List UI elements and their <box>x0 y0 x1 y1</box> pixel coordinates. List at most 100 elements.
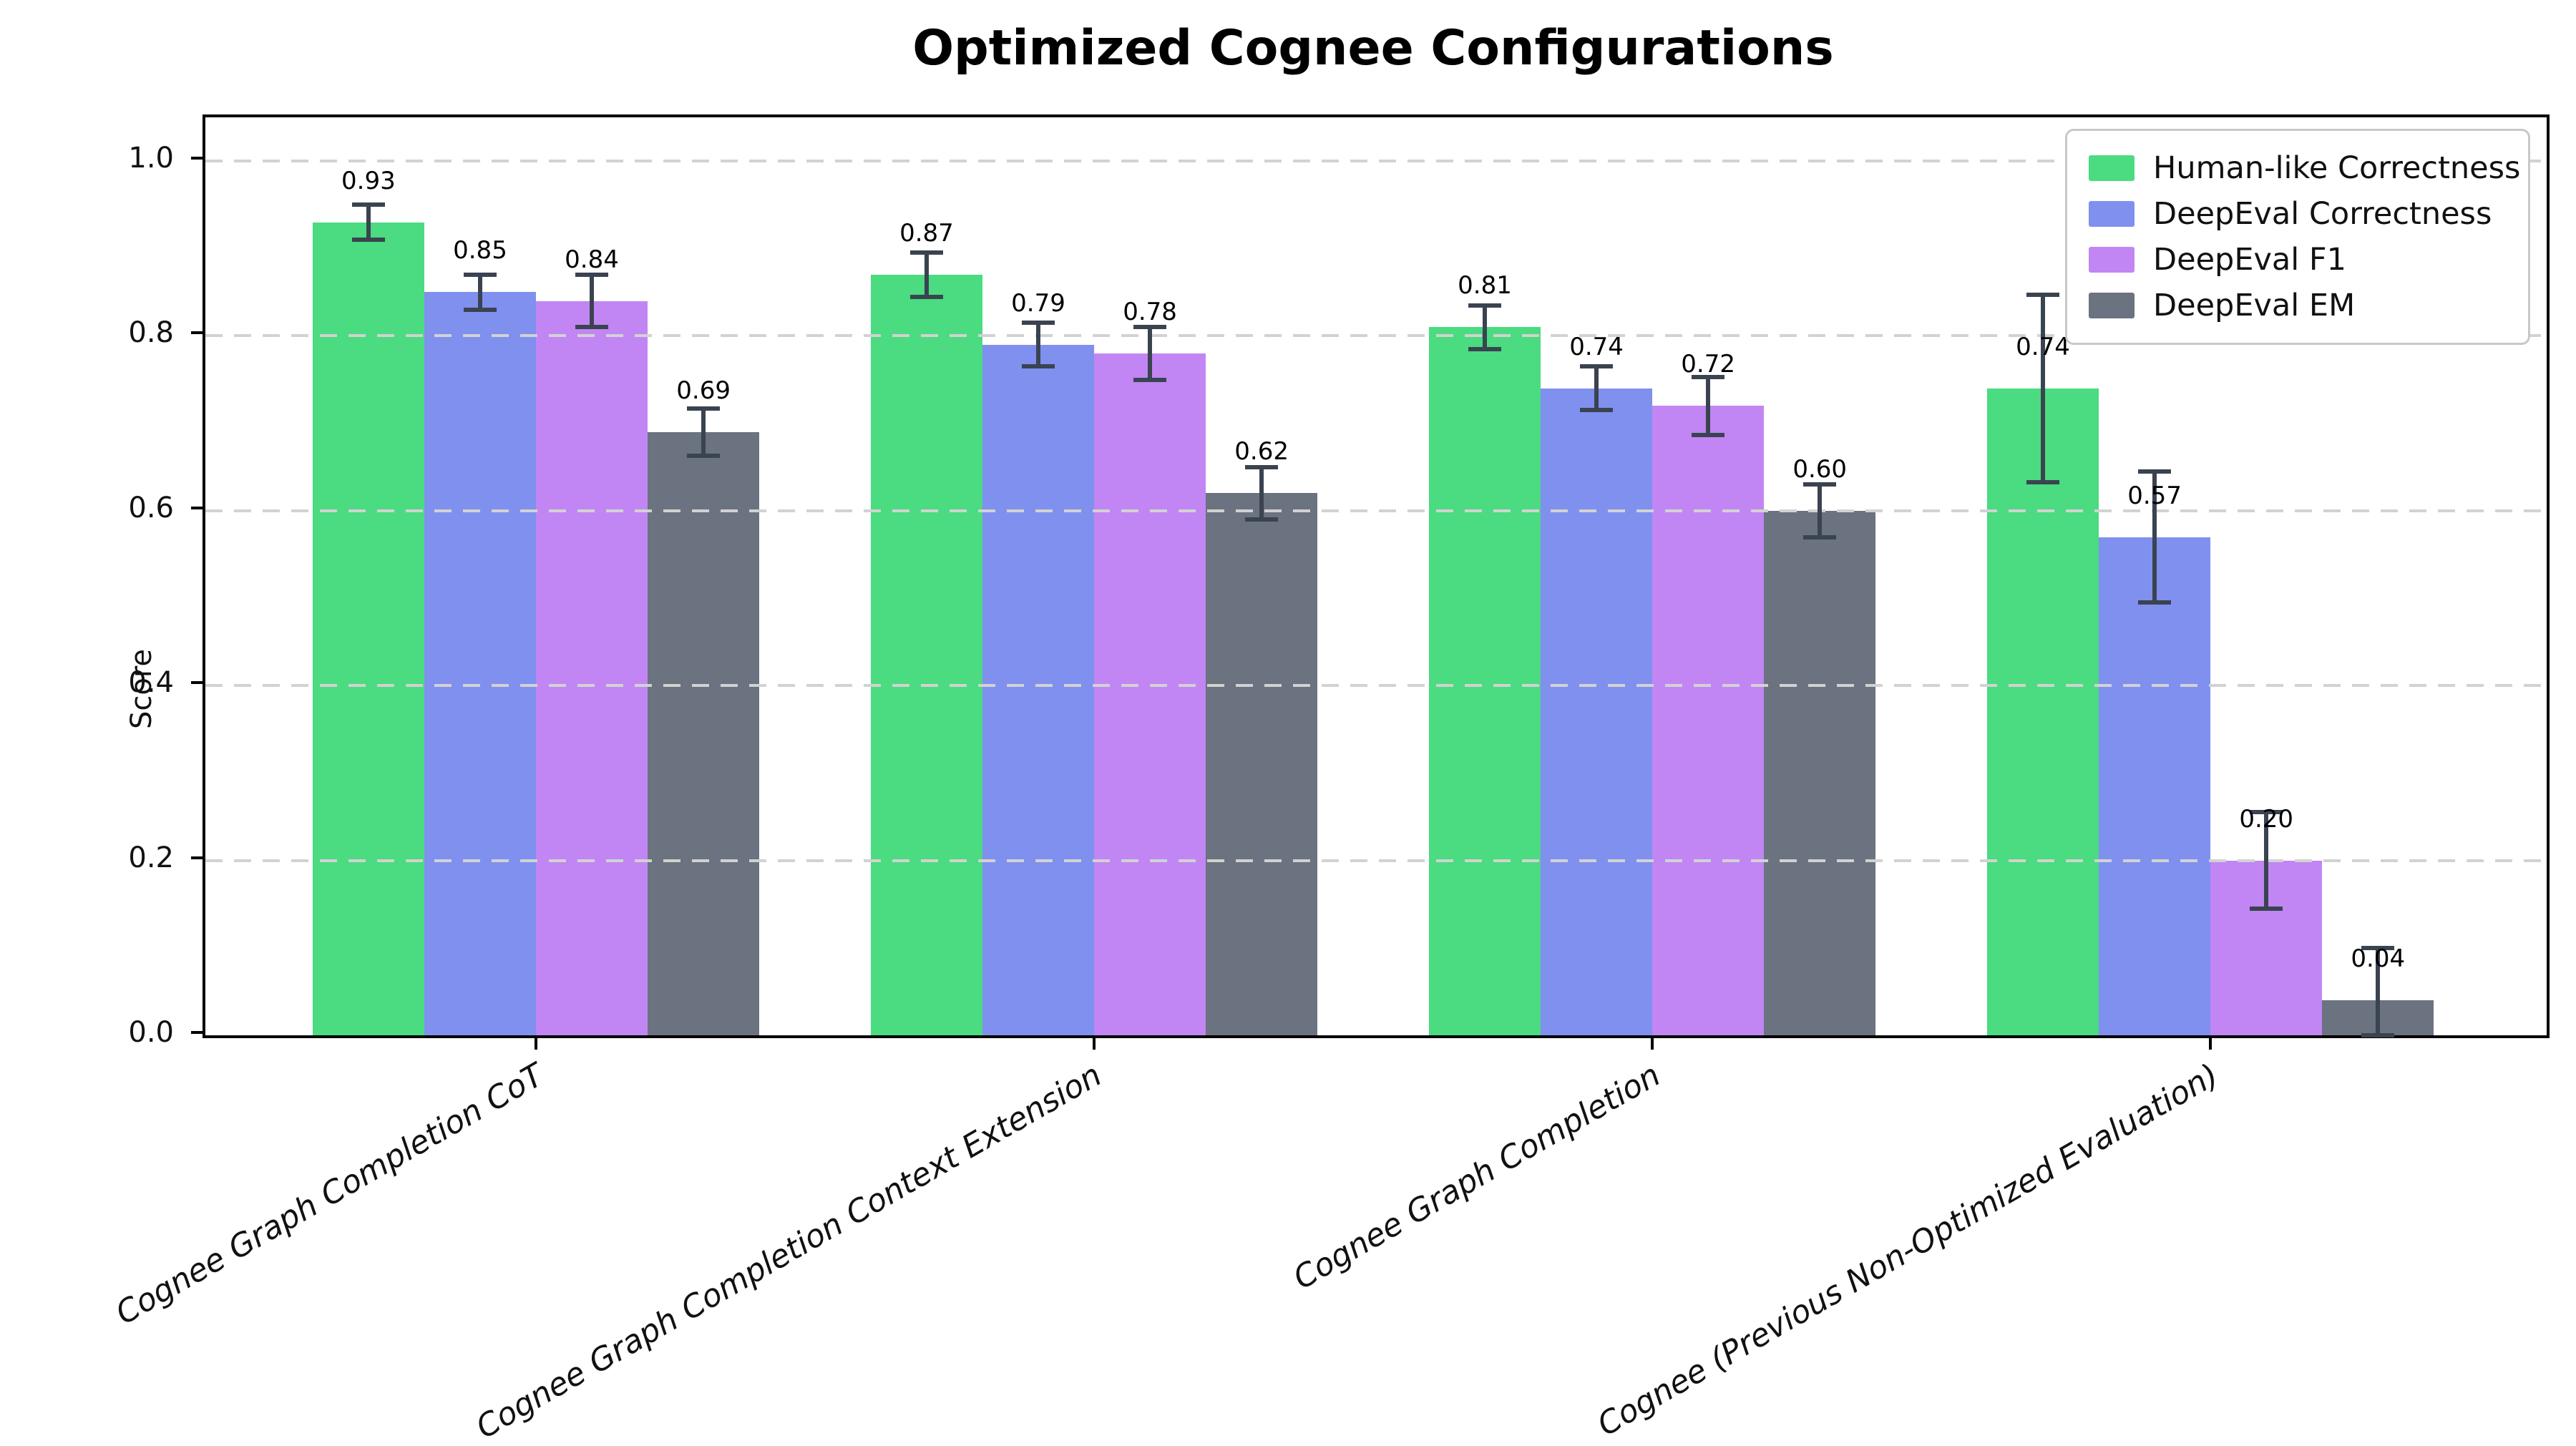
bar <box>648 431 760 1035</box>
y-tick-label: 0.4 <box>128 666 174 700</box>
error-bar-cap <box>1245 464 1279 469</box>
gridline <box>205 859 2547 862</box>
legend-item-label: DeepEval EM <box>2153 288 2356 323</box>
x-tick-mark <box>2209 1035 2212 1050</box>
error-bar-cap <box>2026 479 2060 484</box>
x-tick-mark <box>1651 1035 1654 1050</box>
legend-item-label: DeepEval F1 <box>2153 242 2346 278</box>
legend-item-label: Human-like Correctness <box>2153 150 2521 186</box>
error-bar-line <box>924 253 929 297</box>
bar <box>312 222 424 1035</box>
error-bar-cap <box>351 202 385 207</box>
x-tick-mark <box>1093 1035 1096 1050</box>
error-bar-line <box>2264 812 2269 909</box>
bar-value-label: 0.74 <box>1569 332 1624 361</box>
bar <box>1986 388 2099 1035</box>
y-tick-label: 0.0 <box>128 1016 174 1049</box>
error-bar-line <box>590 274 595 328</box>
y-axis: Score 0.0 0.2 0.4 0.6 0.8 1.0 <box>72 114 205 1049</box>
error-bar-line <box>1594 366 1599 411</box>
error-bar-line <box>1818 484 1823 537</box>
error-bar-line <box>1482 305 1487 349</box>
gridline <box>205 160 2547 163</box>
bar <box>1428 327 1541 1035</box>
error-bar-line <box>2041 295 2046 482</box>
error-bar-cap <box>575 272 609 277</box>
error-bar-cap <box>575 325 609 330</box>
bar-value-label: 0.60 <box>1792 454 1848 484</box>
gridline <box>205 334 2547 338</box>
bar <box>2099 537 2211 1035</box>
error-bar-cap <box>687 406 721 411</box>
bar <box>536 301 648 1035</box>
error-bar-line <box>2152 471 2157 603</box>
error-bar-cap <box>1245 517 1279 522</box>
error-bar-cap <box>1580 408 1614 413</box>
x-tick-label: Cognee Graph Completion Context Extensio… <box>470 1057 1108 1446</box>
error-bar-cap <box>2026 293 2060 298</box>
y-tick-mark <box>191 506 205 509</box>
x-tick-label: Cognee Graph Completion <box>1287 1057 1667 1297</box>
bar <box>1764 510 1876 1035</box>
error-bar-cap <box>1692 432 1725 437</box>
error-bar-cap <box>909 294 943 299</box>
error-bar-cap <box>2138 600 2172 605</box>
error-bar-line <box>1259 466 1264 520</box>
y-tick-mark <box>191 331 205 335</box>
legend-item-label: DeepEval Correctness <box>2153 196 2492 232</box>
error-bar-cap <box>1692 374 1725 379</box>
error-bar-cap <box>1133 377 1167 382</box>
bar <box>1094 353 1206 1035</box>
bar-value-label: 0.72 <box>1681 350 1735 379</box>
bar <box>982 344 1095 1035</box>
error-bar-cap <box>2250 810 2283 815</box>
y-tick-label: 1.0 <box>128 142 174 175</box>
error-bar-line <box>1036 323 1040 367</box>
error-bar-cap <box>2250 906 2283 911</box>
error-bar-cap <box>463 307 497 312</box>
error-bar-cap <box>1133 325 1167 330</box>
legend-swatch <box>2089 155 2135 181</box>
bar <box>424 292 536 1035</box>
legend-item: DeepEval F1 <box>2089 241 2507 278</box>
bar-value-label: 0.78 <box>1123 297 1177 326</box>
error-bar-cap <box>1468 303 1501 308</box>
error-bar-line <box>1148 327 1153 380</box>
bar <box>870 274 982 1035</box>
bar-value-label: 0.93 <box>341 166 396 195</box>
legend-swatch <box>2089 201 2135 227</box>
legend-swatch <box>2089 293 2135 318</box>
y-tick-label: 0.6 <box>128 491 174 524</box>
gridline <box>205 684 2547 688</box>
error-bar-cap <box>1803 534 1837 539</box>
y-tick-mark <box>191 157 205 160</box>
legend-swatch <box>2089 247 2135 273</box>
error-bar-line <box>701 408 706 456</box>
chart-canvas: Optimized Cognee Configurations Score 0.… <box>72 20 2550 1446</box>
bar-value-label: 0.57 <box>2127 481 2182 510</box>
x-tick-mark <box>535 1035 537 1050</box>
x-tick-label: Cognee (Previous Non-Optimized Evaluatio… <box>1591 1057 2225 1444</box>
bar-value-label: 0.87 <box>899 218 954 248</box>
x-tick-label: Cognee Graph Completion CoT <box>109 1057 550 1332</box>
y-tick-label: 0.8 <box>128 316 174 350</box>
error-bar-line <box>2376 947 2381 1035</box>
bar-value-label: 0.79 <box>1011 288 1065 318</box>
error-bar-cap <box>1022 364 1055 369</box>
error-bar-cap <box>1468 346 1501 351</box>
error-bar-cap <box>2138 469 2172 474</box>
y-tick-label: 0.2 <box>128 841 174 874</box>
bar <box>1652 406 1765 1035</box>
chart-title: Optimized Cognee Configurations <box>912 20 1834 77</box>
error-bar-cap <box>909 250 943 255</box>
legend-item: Human-like Correctness <box>2089 150 2520 187</box>
bar-value-label: 0.84 <box>565 245 619 274</box>
error-bar-line <box>366 205 371 240</box>
bar-value-label: 0.74 <box>2016 332 2070 361</box>
error-bar-cap <box>351 238 385 243</box>
error-bar-cap <box>1022 321 1055 326</box>
bar-value-label: 0.04 <box>2351 944 2406 974</box>
error-bar-line <box>477 274 482 310</box>
error-bar-cap <box>2361 945 2395 950</box>
y-tick-mark <box>191 1031 205 1034</box>
